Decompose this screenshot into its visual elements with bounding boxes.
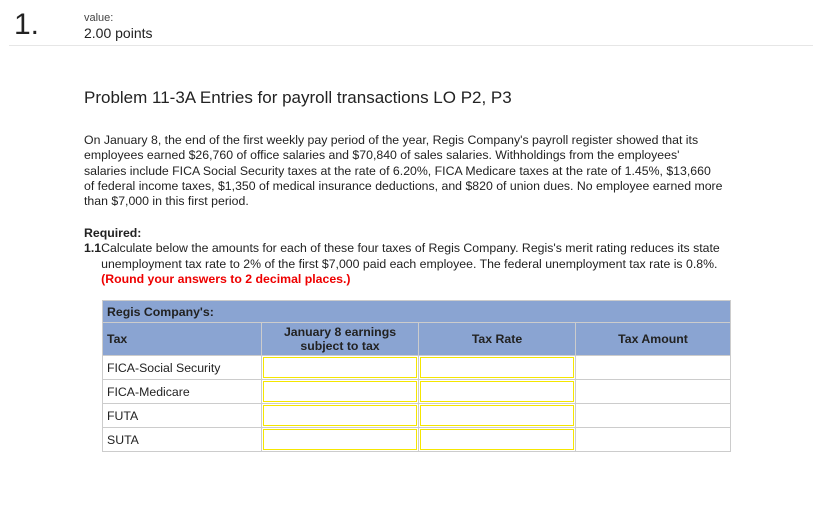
- tax-amount: [575, 427, 731, 452]
- question-number: 1.: [14, 8, 40, 41]
- required-section: Required: 1.1 Calculate below the amount…: [84, 226, 724, 287]
- requirement-text: Calculate below the amounts for each of …: [101, 241, 724, 287]
- tax-name: SUTA: [102, 427, 262, 452]
- table-caption: Regis Company's:: [102, 300, 731, 323]
- earnings-input[interactable]: [263, 429, 417, 450]
- rate-input[interactable]: [420, 357, 574, 378]
- table-row: FICA-Social Security: [102, 355, 731, 380]
- tax-name: FICA-Social Security: [102, 355, 262, 380]
- tax-name: FUTA: [102, 403, 262, 428]
- earnings-input[interactable]: [263, 405, 417, 426]
- required-label: Required:: [84, 226, 142, 240]
- earnings-input[interactable]: [263, 381, 417, 402]
- tax-name: FICA-Medicare: [102, 379, 262, 404]
- rate-input[interactable]: [420, 405, 574, 426]
- requirement-number: 1.1: [84, 241, 102, 256]
- divider: [9, 45, 813, 46]
- value-label: value:: [84, 12, 114, 24]
- rate-input[interactable]: [420, 381, 574, 402]
- points-value: 2.00 points: [84, 25, 153, 41]
- tax-amount: [575, 403, 731, 428]
- earnings-input[interactable]: [263, 357, 417, 378]
- table-row: FUTA: [102, 403, 731, 428]
- header-rate: Tax Rate: [418, 322, 576, 356]
- table-row: FICA-Medicare: [102, 379, 731, 404]
- header-earnings: January 8 earnings subject to tax: [261, 322, 419, 356]
- requirement-body: Calculate below the amounts for each of …: [101, 241, 720, 271]
- rounding-note: (Round your answers to 2 decimal places.…: [101, 271, 351, 286]
- tax-table: Regis Company's: Tax January 8 earnings …: [102, 300, 731, 452]
- problem-description: On January 8, the end of the first weekl…: [84, 133, 723, 209]
- requirement-item: 1.1 Calculate below the amounts for each…: [84, 241, 724, 287]
- table-row: SUTA: [102, 427, 731, 452]
- problem-title: Problem 11-3A Entries for payroll transa…: [84, 88, 512, 107]
- rate-input[interactable]: [420, 429, 574, 450]
- tax-amount: [575, 355, 731, 380]
- header-tax: Tax: [102, 322, 262, 356]
- header-amount: Tax Amount: [575, 322, 731, 356]
- tax-amount: [575, 379, 731, 404]
